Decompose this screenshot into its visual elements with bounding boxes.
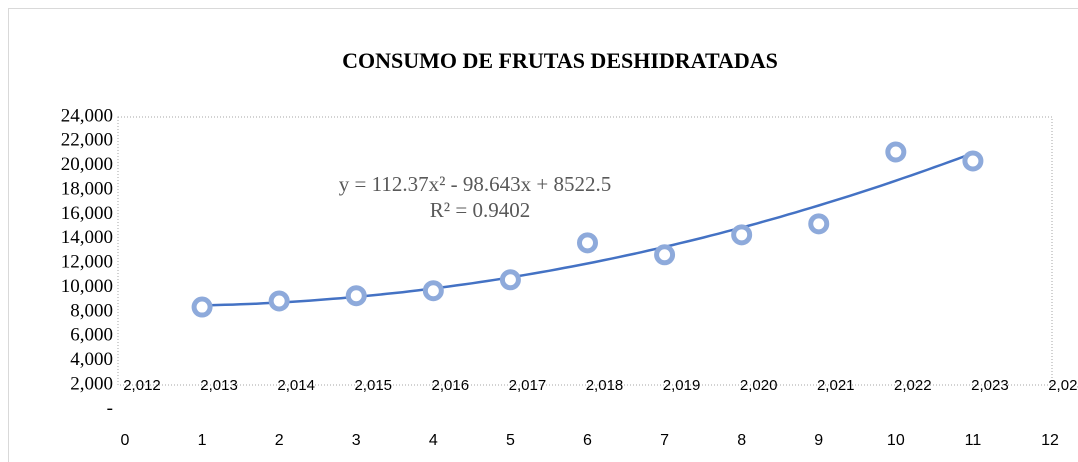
x2-tick-label: 1 <box>198 432 207 449</box>
data-point <box>268 290 290 312</box>
x-tick-label: 2,016 <box>432 377 470 394</box>
chart-border <box>8 8 1078 462</box>
x2-tick-label: 10 <box>887 432 905 449</box>
y-tick-label: 2,000 <box>70 373 113 394</box>
y-tick-label: 20,000 <box>61 154 113 175</box>
x-tick-label: 2,024 <box>1048 377 1078 394</box>
data-point <box>191 296 213 318</box>
trendline-r2: R² = 0.9402 <box>430 198 530 222</box>
x2-tick-label: 2 <box>275 432 284 449</box>
data-point <box>499 269 521 291</box>
x2-tick-label: 12 <box>1041 432 1059 449</box>
x-tick-label: 2,023 <box>971 377 1009 394</box>
x-tick-label: 2,013 <box>200 377 238 394</box>
x-tick-label: 2,021 <box>817 377 855 394</box>
x2-tick-label: 11 <box>965 432 982 449</box>
y-tick-label: 10,000 <box>61 276 113 297</box>
y-tick-label: - <box>107 398 113 419</box>
trendline <box>202 151 974 307</box>
data-point <box>577 232 598 254</box>
x-tick-label: 2,018 <box>586 377 624 394</box>
x-tick-label: 2,020 <box>740 377 778 394</box>
x2-tick-label: 9 <box>814 432 823 449</box>
y-tick-label: 22,000 <box>61 130 113 151</box>
y-tick-label: 8,000 <box>70 300 113 321</box>
data-point <box>345 285 367 307</box>
y-tick-label: 14,000 <box>61 227 113 248</box>
x2-tick-label: 4 <box>429 432 438 449</box>
x2-tick-label: 8 <box>737 432 746 449</box>
x-tick-label: 2,019 <box>663 377 701 394</box>
x-tick-label: 2,012 <box>123 377 161 394</box>
data-point <box>885 141 907 163</box>
plot-frame <box>117 116 1053 386</box>
x-tick-label: 2,022 <box>894 377 932 394</box>
x-tick-label: 2,015 <box>354 377 392 394</box>
x2-tick-label: 6 <box>583 432 592 449</box>
x-tick-label: 2,017 <box>509 377 547 394</box>
y-tick-label: 12,000 <box>61 252 113 273</box>
y-tick-label: 18,000 <box>61 178 113 199</box>
y-tick-label: 4,000 <box>70 349 113 370</box>
y-tick-label: 6,000 <box>70 325 113 346</box>
y-tick-label: 16,000 <box>61 203 113 224</box>
y-tick-label: 24,000 <box>61 105 113 126</box>
x2-tick-label: 5 <box>506 432 515 449</box>
x2-tick-label: 7 <box>660 432 669 449</box>
chart-title: CONSUMO DE FRUTAS DESHIDRATADAS <box>342 48 778 73</box>
data-point <box>962 150 984 172</box>
x-tick-label: 2,014 <box>277 377 315 394</box>
data-point <box>808 213 830 235</box>
data-point <box>654 244 676 266</box>
data-point <box>422 280 444 302</box>
x2-tick-label: 0 <box>121 432 130 449</box>
trendline-equation: y = 112.37x² - 98.643x + 8522.5 <box>339 172 611 196</box>
data-point <box>731 224 753 246</box>
x2-tick-label: 3 <box>352 432 361 449</box>
